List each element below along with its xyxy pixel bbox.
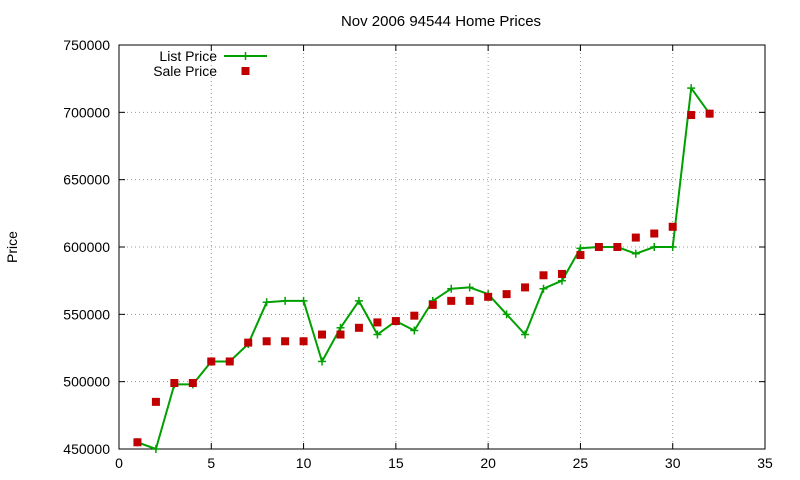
sale-price-point	[557, 269, 566, 278]
x-tick-label: 35	[757, 455, 773, 471]
list-price-point	[318, 357, 327, 366]
sale-price-point	[428, 300, 437, 309]
series-layer	[133, 84, 714, 453]
sale-price-point	[576, 251, 585, 260]
y-tick-label: 600000	[63, 239, 110, 255]
sale-price-point	[318, 330, 327, 339]
x-tick-label: 5	[207, 455, 215, 471]
y-axis-label: Price	[4, 231, 20, 263]
list-price-point	[631, 249, 640, 258]
list-price-point	[354, 296, 363, 305]
sale-price-point	[502, 290, 511, 299]
x-tick-label: 30	[665, 455, 681, 471]
chart-title: Nov 2006 94544 Home Prices	[341, 13, 541, 30]
sale-price-point	[465, 296, 474, 305]
sale-price-point	[299, 337, 308, 346]
legend-sample-list-price	[224, 52, 267, 60]
y-tick-label: 450000	[63, 441, 110, 457]
legend-sample-sale-price	[241, 67, 250, 75]
x-tick-label: 20	[480, 455, 496, 471]
list-price-point	[447, 284, 456, 293]
y-tick-label: 550000	[63, 306, 110, 322]
list-price-point	[668, 243, 677, 251]
series-line-list-price	[137, 87, 711, 450]
list-price-point	[539, 284, 548, 293]
x-tick-label: 10	[296, 455, 312, 471]
sale-price-point	[188, 379, 197, 388]
legend: List Price Sale Price	[153, 48, 267, 79]
sale-price-point	[521, 283, 530, 292]
sale-price-point	[262, 337, 271, 346]
y-tick-label: 650000	[63, 172, 110, 188]
sale-price-point	[484, 292, 493, 301]
x-tick-label: 25	[573, 455, 589, 471]
sale-price-point	[539, 271, 548, 280]
sale-price-point	[613, 243, 622, 251]
y-tick-label: 700000	[63, 104, 110, 120]
list-price-point	[281, 296, 290, 305]
x-tick-label: 15	[388, 455, 404, 471]
legend-label-list-price: List Price	[159, 48, 217, 64]
x-tick-label: 0	[115, 455, 123, 471]
sale-price-point	[281, 337, 290, 346]
sale-price-point	[594, 243, 603, 251]
sale-price-point	[354, 323, 363, 332]
list-price-point	[557, 276, 566, 285]
list-price-point	[687, 84, 696, 93]
list-price-point	[502, 310, 511, 319]
list-price-point	[650, 243, 659, 251]
sale-price-point	[410, 311, 419, 320]
sale-price-point	[391, 317, 400, 326]
sale-price-point	[170, 379, 179, 388]
sale-price-point	[225, 357, 234, 366]
sale-price-point	[447, 296, 456, 305]
list-price-point	[336, 323, 345, 332]
list-price-point	[262, 298, 271, 307]
sale-price-point	[687, 111, 696, 120]
legend-label-sale-price: Sale Price	[153, 63, 217, 79]
sale-price-point	[373, 318, 382, 327]
axis-ticks: 450000 500000 550000 600000 650000 700000 7500…	[63, 37, 773, 471]
sale-price-point	[631, 233, 640, 242]
list-price-point	[151, 445, 160, 453]
sale-price-point	[133, 438, 142, 447]
sale-price-point	[650, 229, 659, 238]
list-price-point	[465, 283, 474, 292]
list-price-point	[373, 330, 382, 339]
list-price-point	[521, 330, 530, 339]
sale-price-point	[668, 222, 677, 231]
sale-price-point	[207, 357, 216, 366]
list-price-point	[299, 296, 308, 305]
sale-price-point	[244, 338, 253, 347]
list-price-point	[576, 244, 585, 253]
sale-price-point	[151, 397, 160, 406]
grid	[119, 45, 765, 449]
y-tick-label: 750000	[63, 37, 110, 53]
list-price-point	[410, 326, 419, 335]
y-tick-label: 500000	[63, 374, 110, 390]
sale-price-point	[705, 109, 714, 118]
sale-price-point	[336, 330, 345, 339]
